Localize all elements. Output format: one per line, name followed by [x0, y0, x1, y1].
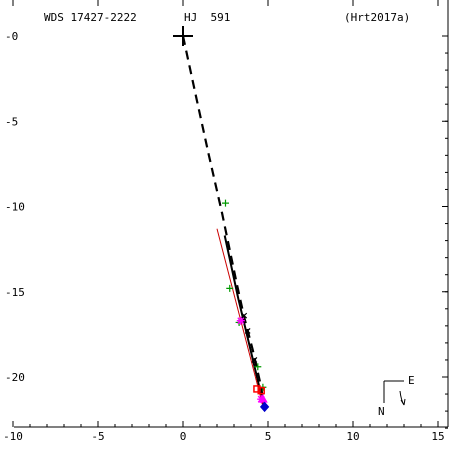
y-tick-labels: -0 -5 -10 -15 -20: [5, 30, 25, 384]
triangle-marker: [258, 394, 268, 403]
primary-star: [173, 26, 193, 46]
x-tick-label: 5: [265, 430, 272, 443]
x-tick-label: 0: [180, 430, 187, 443]
y-tick-label: -15: [5, 286, 25, 299]
orbit-fit-line: [223, 235, 264, 405]
compass-north-label: N: [378, 405, 385, 418]
primary-star-marker: [173, 26, 193, 46]
plus-marker: [222, 199, 229, 207]
x-tick-label: -10: [3, 430, 23, 443]
x-tick-label: -5: [91, 430, 104, 443]
y-tick-label: -0: [5, 30, 18, 43]
square-marker: [253, 385, 261, 393]
y-tick-label: -5: [5, 115, 18, 128]
data-series: [181, 35, 270, 413]
compass-rotation-arrow-icon: [399, 390, 406, 406]
compass-east-label: E: [408, 374, 415, 387]
compass-indicator: E N: [378, 374, 415, 418]
plus-marker: [226, 284, 234, 292]
plus-marker: [254, 363, 262, 371]
x-tick-label: 15: [431, 430, 444, 443]
header-wds-label: WDS 17427-2222: [44, 11, 137, 24]
x-marker: [251, 357, 258, 363]
orbit-dashed-line: [181, 35, 265, 407]
axis-ticks: [12, 0, 448, 429]
x-tick-label: 10: [346, 430, 359, 443]
y-tick-label: -10: [5, 201, 25, 214]
y-tick-label: -20: [5, 371, 25, 384]
plot-frame: [14, 0, 449, 428]
asterisk-marker: [236, 316, 245, 325]
header-designation-label: HJ 591: [184, 11, 230, 24]
x-marker: [241, 312, 248, 319]
x-tick-labels: -10 -5 0 5 10 15: [3, 430, 445, 443]
x-marker: [244, 328, 251, 334]
diamond-marker: [259, 401, 270, 413]
header-reference-label: (Hrt2017a): [344, 11, 410, 24]
square-marker: [257, 386, 265, 395]
